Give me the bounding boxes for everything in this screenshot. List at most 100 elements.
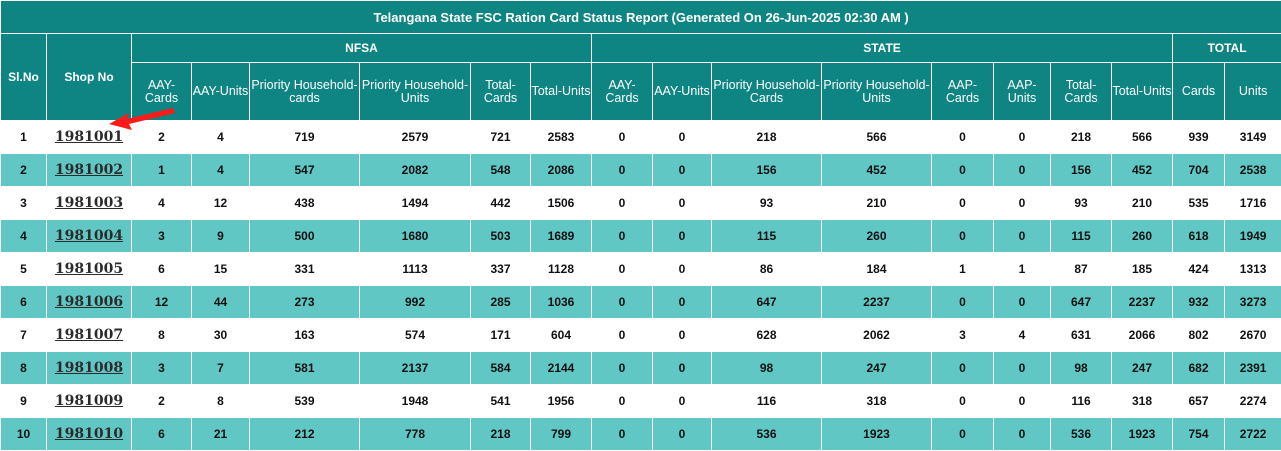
cell-value: 0: [592, 319, 653, 352]
cell-value: 0: [592, 418, 653, 451]
cell-slno: 4: [1, 220, 47, 253]
cell-shop-no: 1981010: [47, 418, 132, 451]
cell-slno: 8: [1, 352, 47, 385]
cell-value: 0: [932, 220, 994, 253]
cell-value: 171: [471, 319, 531, 352]
cell-value: 1689: [531, 220, 592, 253]
cell-value: 657: [1173, 385, 1225, 418]
cell-value: 0: [994, 220, 1051, 253]
shop-no-link[interactable]: 1981004: [55, 228, 123, 244]
col-header-state-7: Total-Units: [1112, 63, 1173, 121]
group-header-nfsa: NFSA: [132, 34, 592, 63]
cell-shop-no: 1981003: [47, 187, 132, 220]
cell-value: 0: [653, 220, 712, 253]
cell-value: 2086: [531, 154, 592, 187]
cell-value: 260: [1112, 220, 1173, 253]
cell-value: 0: [994, 286, 1051, 319]
cell-value: 0: [653, 385, 712, 418]
col-header-nfsa-5: Total-Units: [531, 63, 592, 121]
cell-shop-no: 1981004: [47, 220, 132, 253]
cell-value: 0: [592, 253, 653, 286]
cell-value: 337: [471, 253, 531, 286]
cell-value: 0: [653, 418, 712, 451]
cell-value: 86: [712, 253, 822, 286]
cell-value: 452: [822, 154, 932, 187]
cell-value: 116: [1051, 385, 1112, 418]
cell-value: 2066: [1112, 319, 1173, 352]
cell-value: 331: [250, 253, 360, 286]
cell-value: 285: [471, 286, 531, 319]
shop-no-link[interactable]: 1981010: [55, 426, 123, 442]
col-header-total-0: Cards: [1173, 63, 1225, 121]
cell-value: 0: [653, 253, 712, 286]
shop-no-link[interactable]: 1981007: [55, 327, 123, 343]
cell-value: 247: [1112, 352, 1173, 385]
cell-value: 536: [1051, 418, 1112, 451]
col-header-nfsa-0: AAY-Cards: [132, 63, 192, 121]
cell-value: 939: [1173, 121, 1225, 154]
cell-value: 1949: [1225, 220, 1281, 253]
col-header-total-1: Units: [1225, 63, 1281, 121]
cell-value: 0: [653, 319, 712, 352]
cell-value: 721: [471, 121, 531, 154]
shop-no-link[interactable]: 1981003: [55, 195, 123, 211]
cell-value: 566: [822, 121, 932, 154]
cell-value: 0: [932, 385, 994, 418]
shop-no-link[interactable]: 1981006: [55, 294, 123, 310]
shop-no-link[interactable]: 1981005: [55, 261, 123, 277]
cell-value: 212: [250, 418, 360, 451]
cell-value: 163: [250, 319, 360, 352]
cell-value: 115: [712, 220, 822, 253]
cell-value: 210: [822, 187, 932, 220]
shop-no-link[interactable]: 1981008: [55, 360, 123, 376]
cell-value: 2391: [1225, 352, 1281, 385]
cell-value: 1494: [360, 187, 471, 220]
cell-value: 647: [1051, 286, 1112, 319]
cell-value: 1128: [531, 253, 592, 286]
col-header-slno: Sl.No: [1, 34, 47, 121]
cell-value: 0: [932, 286, 994, 319]
cell-value: 574: [360, 319, 471, 352]
cell-value: 1: [994, 253, 1051, 286]
col-header-nfsa-3: Priority Household-Units: [360, 63, 471, 121]
cell-value: 0: [932, 154, 994, 187]
cell-value: 0: [592, 385, 653, 418]
cell-value: 0: [994, 121, 1051, 154]
cell-value: 0: [994, 418, 1051, 451]
cell-value: 0: [592, 286, 653, 319]
shop-no-link[interactable]: 1981009: [55, 393, 123, 409]
cell-value: 0: [653, 286, 712, 319]
cell-value: 2579: [360, 121, 471, 154]
cell-value: 1113: [360, 253, 471, 286]
cell-value: 2144: [531, 352, 592, 385]
shop-no-link[interactable]: 1981001: [55, 129, 123, 145]
cell-slno: 3: [1, 187, 47, 220]
cell-value: 260: [822, 220, 932, 253]
cell-value: 2: [132, 385, 192, 418]
cell-value: 0: [932, 352, 994, 385]
cell-value: 2670: [1225, 319, 1281, 352]
cell-value: 438: [250, 187, 360, 220]
cell-value: 1: [132, 154, 192, 187]
shop-no-link[interactable]: 1981002: [55, 162, 123, 178]
col-header-nfsa-2: Priority Household-cards: [250, 63, 360, 121]
cell-value: 273: [250, 286, 360, 319]
cell-value: 156: [712, 154, 822, 187]
cell-value: 2237: [822, 286, 932, 319]
cell-value: 4: [192, 154, 250, 187]
cell-value: 156: [1051, 154, 1112, 187]
cell-value: 536: [712, 418, 822, 451]
cell-value: 1948: [360, 385, 471, 418]
cell-value: 93: [1051, 187, 1112, 220]
cell-value: 1956: [531, 385, 592, 418]
cell-value: 93: [712, 187, 822, 220]
cell-slno: 6: [1, 286, 47, 319]
cell-value: 0: [653, 154, 712, 187]
cell-value: 3: [932, 319, 994, 352]
cell-value: 210: [1112, 187, 1173, 220]
